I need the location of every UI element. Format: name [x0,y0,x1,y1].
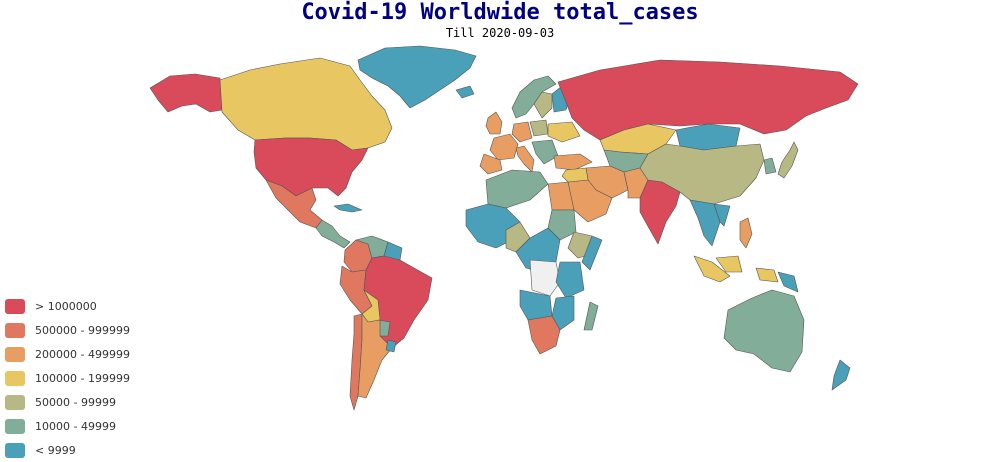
map-title: Covid-19 Worldwide total_cases [301,0,699,25]
region-somalia[interactable] [581,235,603,271]
legend-swatch [5,346,25,362]
legend-swatch [5,298,25,314]
region-vietnam[interactable] [713,203,731,227]
region-kenya-tanzania[interactable] [555,261,585,299]
region-turkey[interactable] [553,153,593,171]
legend-item[interactable]: 500000 - 999999 [5,318,130,342]
region-sudan[interactable] [547,209,577,241]
region-france[interactable] [489,133,519,161]
legend-item[interactable]: 50000 - 99999 [5,390,130,414]
legend-swatch [5,418,25,434]
legend-item[interactable]: 200000 - 499999 [5,342,130,366]
region-drc[interactable] [529,259,561,297]
region-russia[interactable] [557,59,859,141]
region-spain[interactable] [479,153,503,175]
region-mongolia[interactable] [675,123,741,151]
legend: > 1000000 500000 - 999999 200000 - 49999… [5,294,130,462]
region-mozambique[interactable] [551,295,575,331]
region-south-africa[interactable] [527,315,561,355]
legend-swatch [5,370,25,386]
region-china[interactable] [639,143,765,205]
region-norway[interactable] [511,75,557,119]
region-philippines[interactable] [739,217,753,249]
region-korea[interactable] [763,157,777,175]
region-indonesia[interactable] [693,255,779,283]
region-iceland[interactable] [455,85,475,99]
legend-item[interactable]: 100000 - 199999 [5,366,130,390]
region-poland[interactable] [529,119,549,137]
region-sweden[interactable] [533,91,553,119]
region-mexico[interactable] [265,179,323,229]
legend-item[interactable]: > 1000000 [5,294,130,318]
region-usa[interactable] [253,137,369,197]
region-central-africa[interactable] [515,227,561,273]
region-ukraine[interactable] [547,121,581,143]
legend-label: 100000 - 199999 [35,371,130,385]
region-balkans[interactable] [531,139,559,165]
region-india[interactable] [639,179,681,245]
region-japan[interactable] [777,141,799,179]
legend-label: 10000 - 49999 [35,419,116,433]
legend-label: 200000 - 499999 [35,347,130,361]
legend-item[interactable]: 10000 - 49999 [5,414,130,438]
legend-swatch [5,394,25,410]
region-iraq-syria[interactable] [561,167,589,183]
region-madagascar[interactable] [583,301,599,331]
region-uk[interactable] [485,111,503,135]
region-australia[interactable] [723,289,805,373]
region-italy[interactable] [515,145,535,173]
legend-label: 50000 - 99999 [35,395,116,409]
region-png[interactable] [777,271,799,293]
legend-label: > 1000000 [35,299,97,313]
map-subtitle: Till 2020-09-03 [445,26,555,40]
region-central-america[interactable] [315,219,351,249]
legend-label: < 9999 [35,443,76,457]
region-north-africa[interactable] [485,169,549,209]
region-new-zealand[interactable] [831,359,851,391]
legend-swatch [5,322,25,338]
region-alaska[interactable] [149,73,223,113]
legend-label: 500000 - 999999 [35,323,130,337]
region-uruguay[interactable] [385,339,397,353]
region-greenland[interactable] [357,45,477,109]
region-argentina[interactable] [357,313,393,399]
legend-swatch [5,442,25,458]
legend-item[interactable]: < 9999 [5,438,130,462]
region-germany[interactable] [511,121,533,143]
region-caribbean[interactable] [333,203,363,213]
